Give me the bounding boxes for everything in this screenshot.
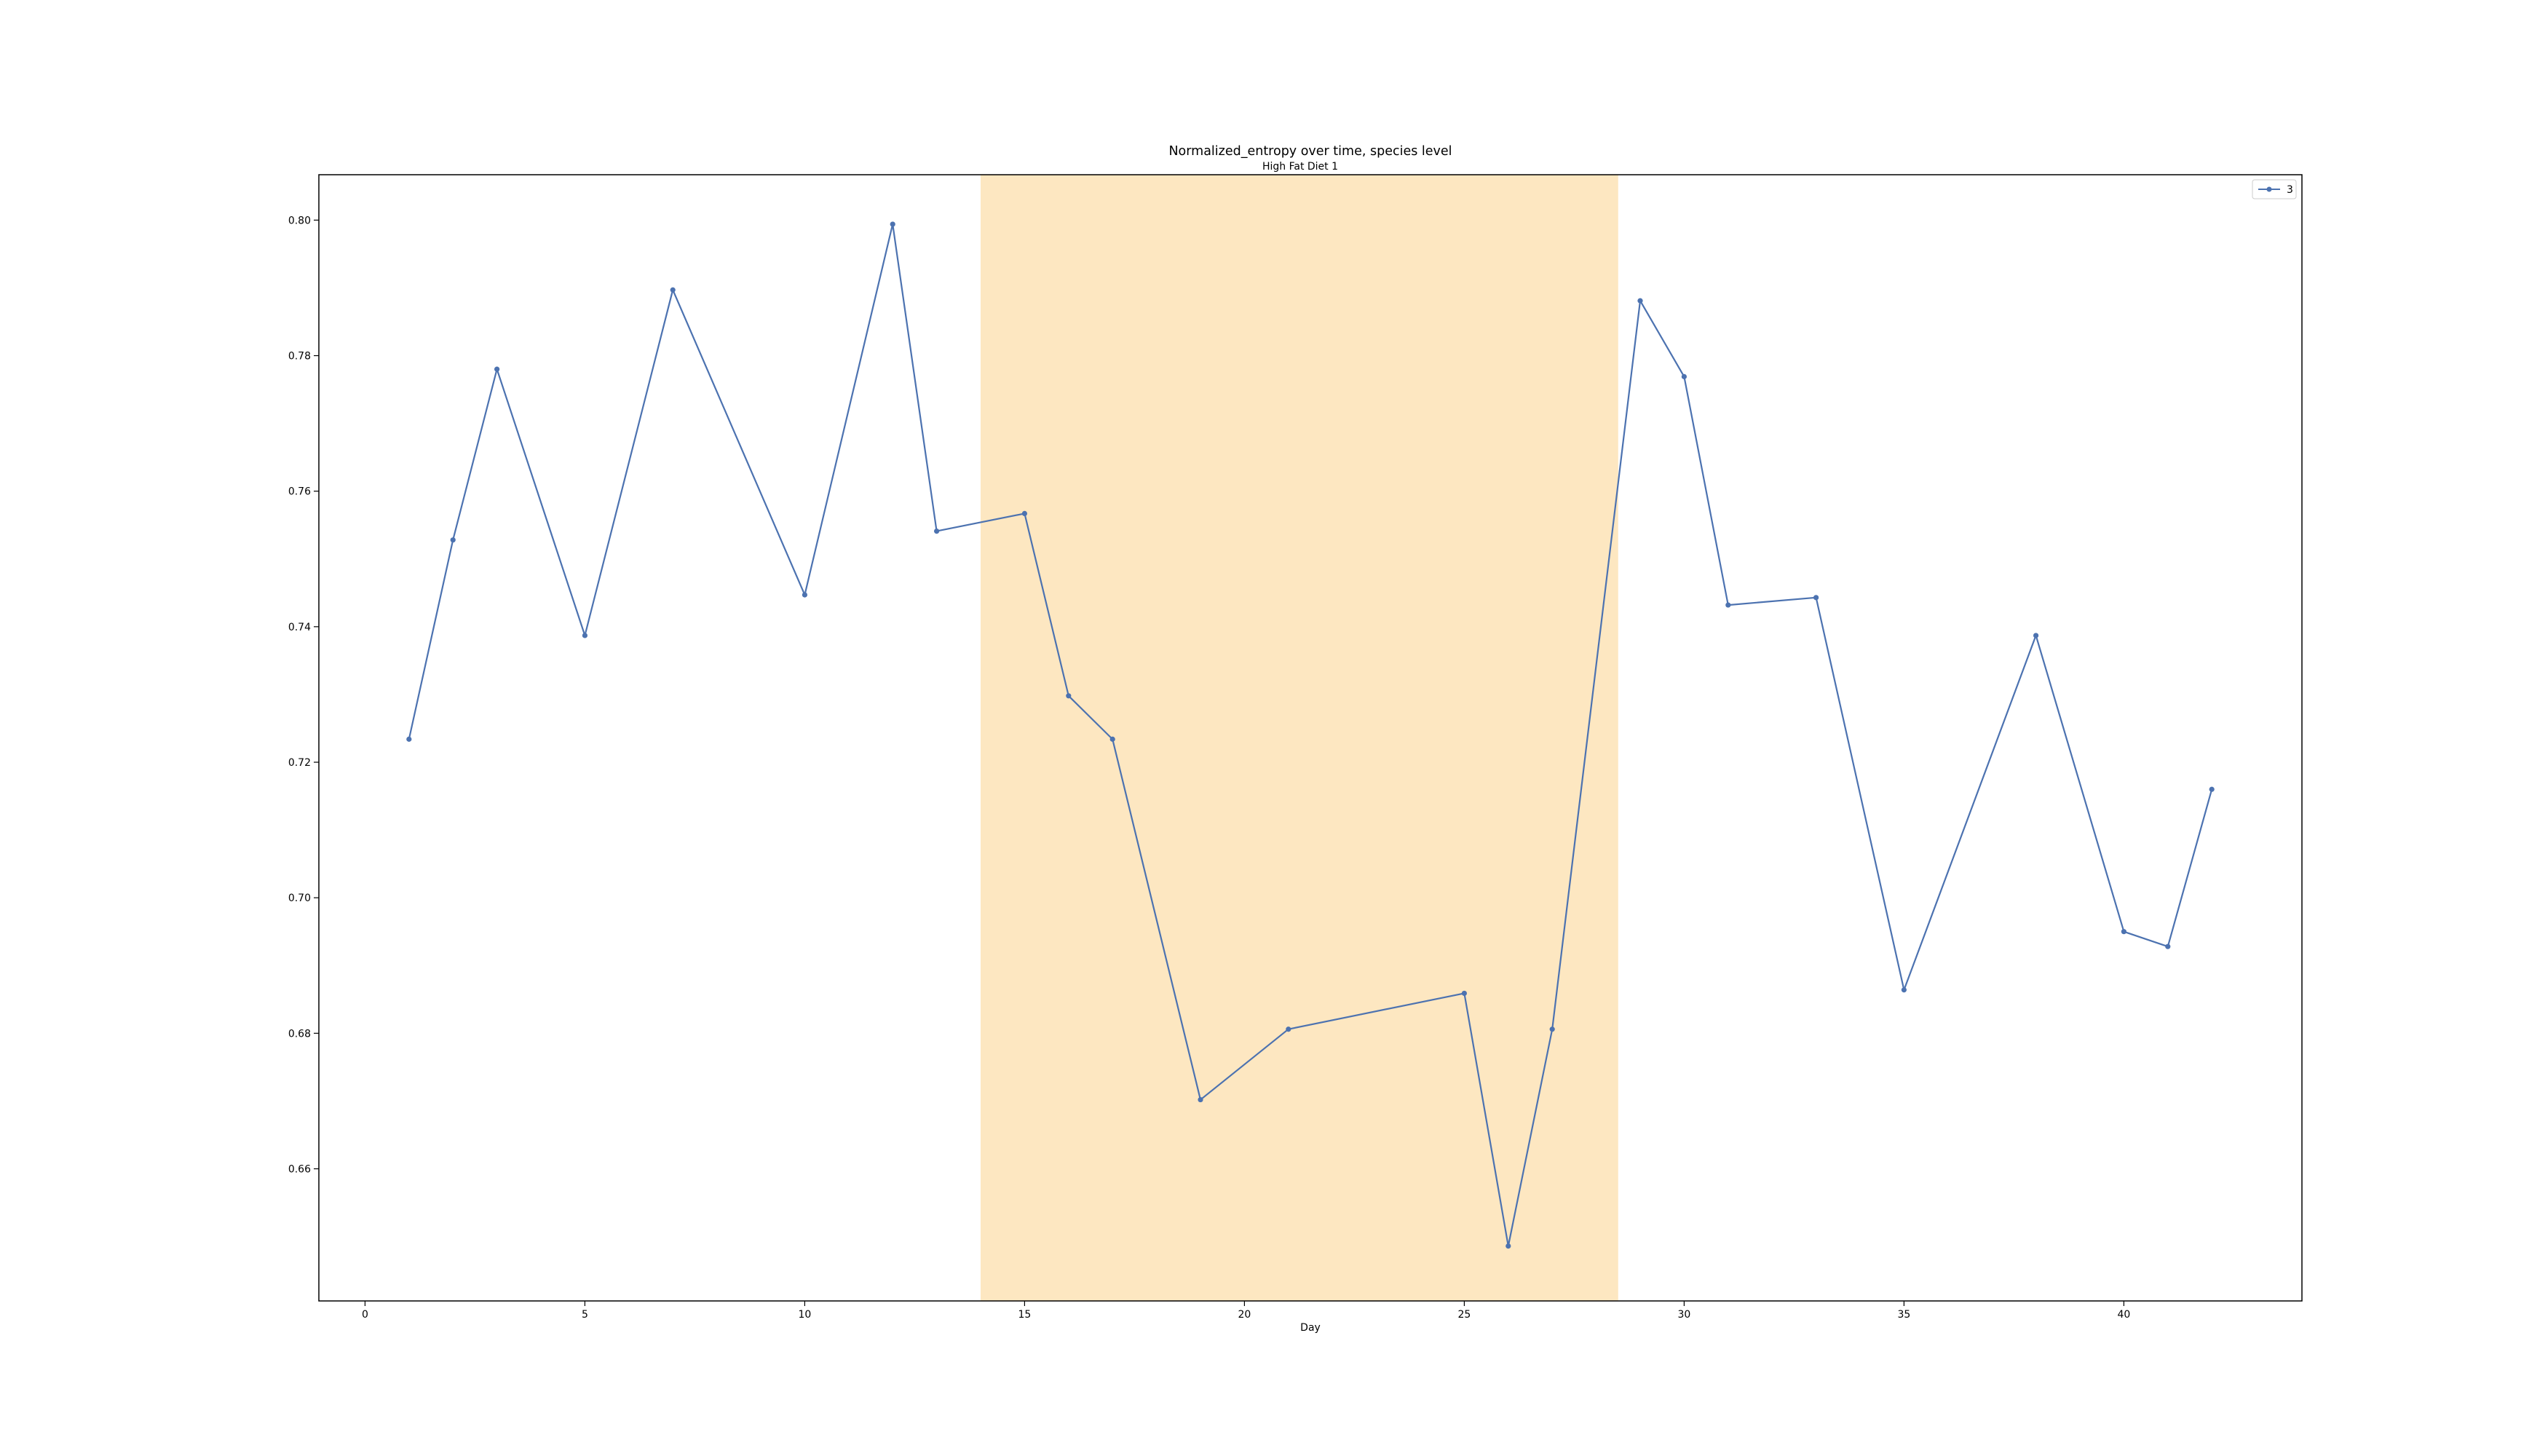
data-point: [1021, 510, 1028, 517]
data-point: [670, 287, 676, 293]
x-tick-label: 40: [2117, 1309, 2130, 1321]
data-point: [2165, 943, 2171, 949]
data-point: [2209, 786, 2215, 792]
data-point: [1461, 990, 1467, 997]
x-tick-label: 5: [582, 1309, 588, 1321]
y-axis: 0.66 0.68 0.70 0.72 0.74 0.76 0.78 0.80: [288, 215, 319, 1175]
x-tick-label: 25: [1457, 1309, 1471, 1321]
data-point: [1286, 1026, 1291, 1032]
data-point: [582, 633, 588, 638]
data-point: [890, 221, 895, 227]
data-point: [1681, 373, 1687, 379]
y-tick-label: 0.66: [288, 1163, 311, 1175]
legend-label: 3: [2287, 184, 2293, 196]
y-tick-label: 0.70: [288, 893, 311, 904]
legend-marker-swatch: [2266, 186, 2272, 192]
data-point: [1506, 1243, 1511, 1249]
data-point: [2121, 929, 2126, 935]
plot-area: [406, 175, 2215, 1301]
x-tick-label: 15: [1018, 1309, 1031, 1321]
data-point: [1813, 595, 1819, 601]
data-point: [934, 529, 940, 534]
data-point: [2033, 633, 2039, 638]
data-point: [1549, 1026, 1555, 1032]
data-point: [1725, 602, 1731, 608]
chart-title: Normalized_entropy over time, species le…: [1168, 144, 1452, 159]
data-point: [450, 537, 456, 543]
y-tick-label: 0.74: [288, 622, 311, 633]
y-tick-label: 0.68: [288, 1028, 311, 1040]
y-tick-label: 0.80: [288, 215, 311, 226]
data-point: [1637, 298, 1643, 304]
y-tick-label: 0.72: [288, 757, 311, 769]
data-point: [1066, 693, 1072, 699]
data-point: [494, 366, 500, 372]
data-point: [1198, 1096, 1203, 1103]
data-point: [802, 592, 808, 598]
y-tick-label: 0.76: [288, 486, 311, 498]
x-tick-label: 30: [1677, 1309, 1690, 1321]
x-tick-label: 10: [798, 1309, 811, 1321]
x-tick-label: 0: [362, 1309, 368, 1321]
data-point: [1109, 736, 1115, 742]
x-tick-label: 35: [1897, 1309, 1910, 1321]
x-axis-title: Day: [1300, 1322, 1321, 1334]
y-tick-label: 0.78: [288, 351, 311, 363]
data-point: [406, 736, 412, 742]
x-axis: 0 5 10 15 20 25 30 35 40: [362, 1301, 2130, 1321]
highlight-span: [981, 175, 1618, 1301]
plot-frame: [318, 174, 2303, 1302]
legend: 3: [2252, 179, 2297, 199]
chart-subtitle: High Fat Diet 1: [1262, 161, 1338, 173]
x-tick-label: 20: [1238, 1309, 1251, 1321]
data-point: [1901, 987, 1907, 993]
